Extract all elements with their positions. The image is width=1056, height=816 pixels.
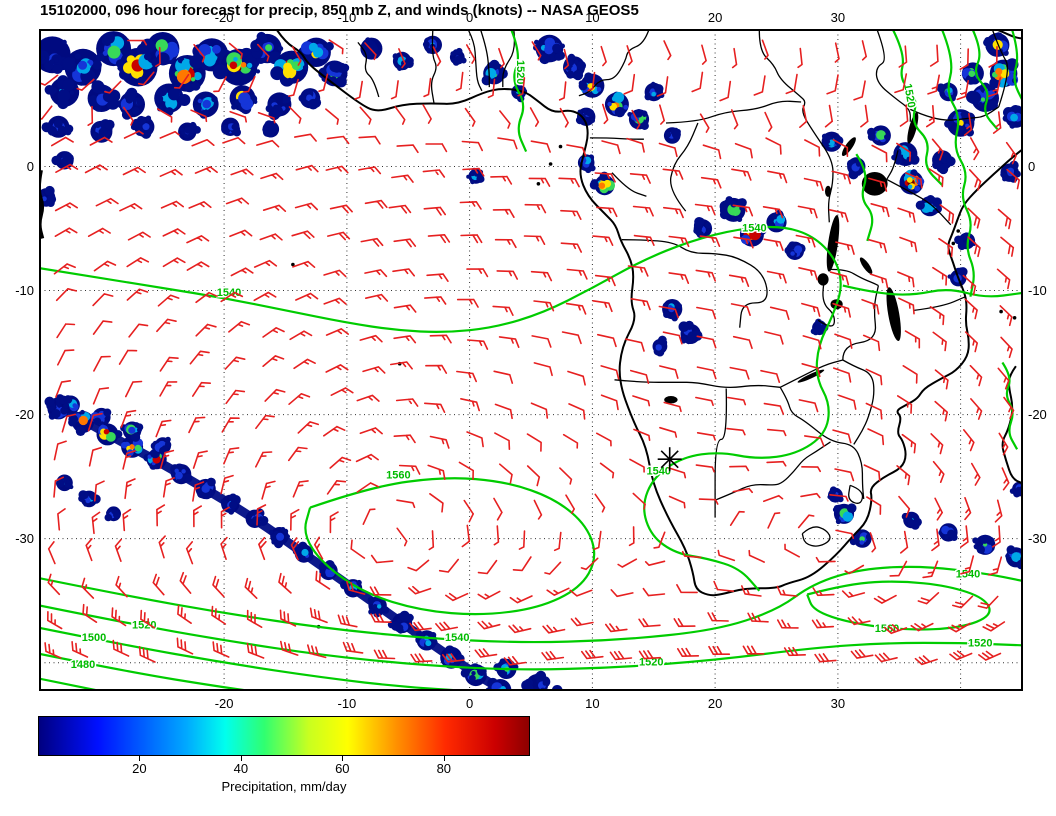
brazil-coast-edge (40, 169, 45, 239)
country-border (714, 388, 728, 518)
contour-label: 1540 (646, 466, 670, 478)
country-border (779, 386, 865, 499)
country-border (614, 379, 781, 389)
lake (886, 287, 901, 342)
wind-barbs (40, 39, 1020, 666)
lake (664, 396, 678, 404)
axis-labels: -20 -20 -10 -10 0 0 10 10 20 20 30 30 0 0 -10 -10 -20 -20… (15, 10, 1047, 711)
island-dot (536, 182, 541, 186)
lon-tick-label-top: 20 (708, 10, 722, 25)
country-border (578, 30, 650, 97)
lon-tick-label-bottom: 20 (708, 696, 722, 711)
country-border (502, 30, 516, 88)
contour-label: 1540 (445, 632, 469, 644)
lon-tick-label-bottom: 30 (831, 696, 845, 711)
lat-tick-label-left: -20 (15, 407, 34, 422)
country-border (848, 484, 864, 504)
colorbar-tickmark (139, 756, 141, 761)
lon-tick-label-top: 10 (585, 10, 599, 25)
colorbar-tick-label: 60 (335, 761, 350, 776)
lake (859, 257, 873, 275)
lat-tick-label-right: -30 (1028, 531, 1047, 546)
island-dot (1012, 316, 1017, 320)
colorbar-tick-label: 40 (233, 761, 249, 776)
geography (40, 30, 1022, 629)
contour-label: 1520 (901, 83, 917, 109)
lon-tick-label-bottom: -10 (338, 696, 357, 711)
country-border (480, 30, 490, 88)
country-border (885, 178, 952, 226)
colorbar-tickmark (240, 756, 242, 761)
map-frame (39, 29, 1023, 691)
colorbar-gradient (38, 716, 530, 756)
lake (826, 215, 840, 272)
lake (825, 185, 832, 197)
aden-coastline (995, 30, 1022, 40)
country-border (830, 268, 879, 287)
precip-layer (40, 31, 1022, 690)
map-plot: 1540154015401560156015401540152015201520… (15, 10, 1047, 711)
contour-label: 1560 (386, 469, 410, 481)
country-border (886, 150, 899, 180)
island-dot (548, 162, 553, 166)
lat-tick-label-right: -20 (1028, 407, 1047, 422)
lon-tick-label-bottom: 0 (466, 696, 473, 711)
country-border (714, 441, 831, 501)
country-border (801, 526, 831, 547)
lon-tick-label-top: 30 (831, 10, 845, 25)
colorbar-caption: Precipitation, mm/day (221, 779, 347, 794)
country-border (842, 285, 880, 361)
contour-label: 1480 (71, 659, 95, 671)
colorbar-tickmark (342, 756, 344, 761)
country-border (589, 137, 644, 140)
lake (841, 137, 856, 156)
contour-label: 1500 (82, 632, 106, 644)
island-dot (951, 241, 956, 246)
africa-coastline (276, 30, 1022, 597)
lat-tick-label-right: 0 (1028, 159, 1035, 174)
lon-tick-label-top: -10 (338, 10, 357, 25)
country-border (842, 359, 875, 445)
lon-tick-label-top: 0 (466, 10, 473, 25)
grid-lines (40, 30, 1022, 690)
island-dot (291, 262, 295, 267)
island-dot (558, 144, 563, 149)
lat-tick-label-left: -30 (15, 531, 34, 546)
contour-label: 1520 (968, 637, 992, 649)
colorbar-tick-label: 80 (436, 761, 452, 776)
lon-tick-label-bottom: -20 (215, 696, 234, 711)
country-border (430, 30, 437, 104)
colorbar-tick-label: 20 (132, 761, 147, 776)
country-border (779, 359, 843, 388)
contour-labels: 1540154015401560156015401540152015201520… (69, 58, 994, 672)
country-border (621, 239, 768, 328)
country-border (669, 122, 699, 212)
country-border (357, 41, 380, 98)
plot-title: 15102000, 096 hour forecast for precip, … (40, 2, 639, 19)
location-marker (657, 447, 682, 472)
lake (861, 172, 888, 196)
lon-tick-label-top: -20 (215, 10, 234, 25)
contour-label: 1540 (956, 569, 980, 581)
lake (797, 369, 825, 383)
lat-tick-label-right: -10 (1028, 283, 1047, 298)
contour-label: 1520 (132, 619, 156, 631)
contour-label: 1540 (742, 222, 766, 234)
height-contours (40, 30, 1022, 690)
lake (907, 112, 919, 144)
lake (817, 273, 829, 286)
country-border (665, 100, 802, 124)
lat-tick-label-left: -10 (15, 283, 34, 298)
colorbar-tickmark (443, 756, 445, 761)
country-border (611, 172, 647, 197)
island-dot (956, 229, 960, 233)
lon-tick-label-bottom: 10 (585, 696, 599, 711)
country-border (467, 30, 483, 92)
country-border (913, 296, 966, 312)
lat-tick-label-left: 0 (27, 159, 34, 174)
island-dot (999, 309, 1003, 314)
country-border (991, 30, 1009, 108)
